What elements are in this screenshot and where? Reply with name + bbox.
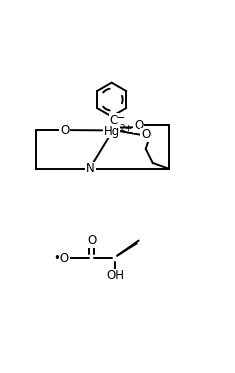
Text: O: O: [87, 234, 96, 247]
Text: C: C: [110, 114, 118, 127]
Text: 2+: 2+: [119, 124, 132, 133]
Text: N: N: [86, 162, 95, 175]
Text: •O: •O: [53, 252, 69, 265]
Text: O: O: [134, 119, 143, 132]
Text: −: −: [116, 113, 126, 123]
Text: OH: OH: [106, 269, 124, 282]
Text: Hg: Hg: [103, 125, 120, 138]
Text: O: O: [60, 123, 69, 137]
Text: O: O: [141, 128, 150, 141]
